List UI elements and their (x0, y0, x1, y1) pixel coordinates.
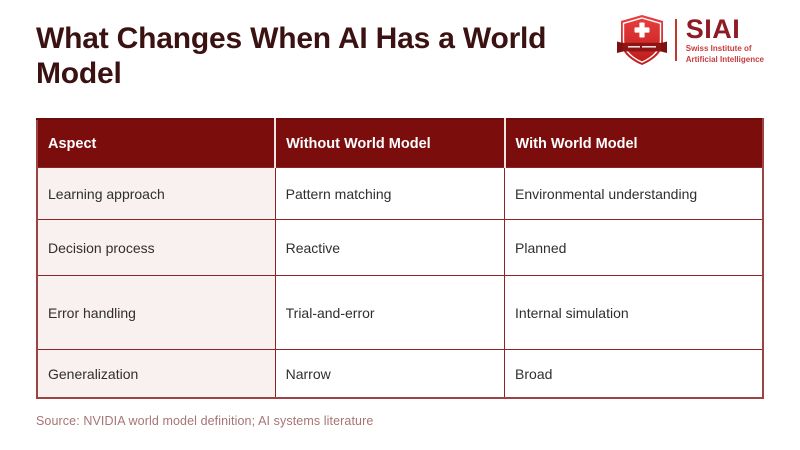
cell-aspect: Error handling (36, 275, 276, 351)
comparison-table: Aspect Without World Model With World Mo… (36, 117, 764, 399)
header-without-world-model: Without World Model (275, 118, 506, 168)
logo-subtitle-line2: Artificial Intelligence (685, 54, 764, 64)
siai-logo: SIAI Swiss Institute of Artificial Intel… (616, 13, 764, 67)
source-attribution: Source: NVIDIA world model definition; A… (36, 413, 374, 428)
cell-with: Environmental understanding (504, 167, 764, 221)
cell-without: Pattern matching (274, 167, 506, 221)
cell-aspect: Learning approach (36, 167, 276, 221)
cell-with: Planned (504, 219, 764, 277)
logo-subtitle-line1: Swiss Institute of (685, 43, 752, 53)
swiss-shield-icon (616, 15, 667, 65)
cell-without: Narrow (274, 349, 506, 399)
table-row: Error handling Trial-and-error Internal … (36, 275, 764, 351)
table-row: Generalization Narrow Broad (36, 349, 764, 399)
cell-with: Broad (504, 349, 764, 399)
header-aspect: Aspect (37, 118, 277, 168)
header-with-world-model: With World Model (504, 118, 763, 168)
logo-acronym: SIAI (685, 13, 741, 44)
logo-text: SIAI Swiss Institute of Artificial Intel… (685, 13, 764, 64)
table-row: Decision process Reactive Planned (36, 219, 764, 277)
top-bar: What Changes When AI Has a World Model (36, 0, 764, 92)
cell-without: Reactive (274, 219, 506, 277)
page-title: What Changes When AI Has a World Model (36, 22, 547, 91)
cell-aspect: Generalization (36, 349, 276, 399)
cell-without: Trial-and-error (274, 275, 506, 351)
table-row: Learning approach Pattern matching Envir… (36, 167, 764, 221)
cell-aspect: Decision process (36, 219, 276, 277)
table-header-row: Aspect Without World Model With World Mo… (37, 118, 763, 168)
cell-with: Internal simulation (504, 275, 764, 351)
logo-divider (674, 19, 677, 61)
